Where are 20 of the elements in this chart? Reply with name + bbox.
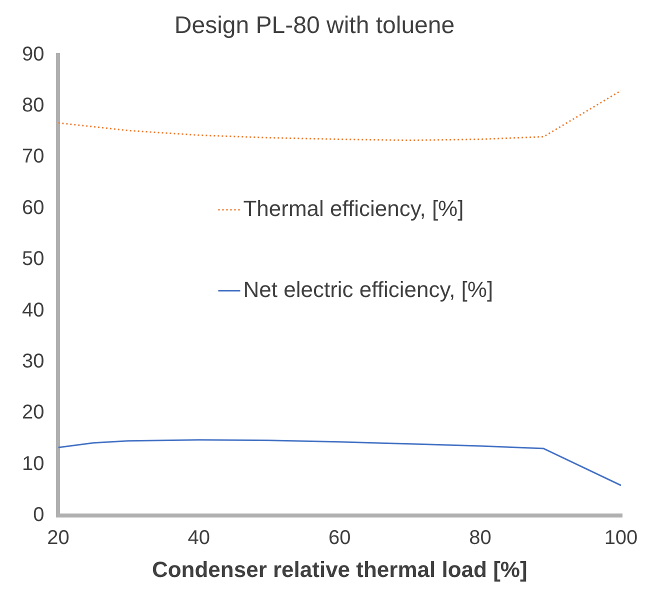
y-tick-label: 60 — [22, 196, 44, 219]
y-tick-label: 20 — [22, 402, 44, 424]
chart-title: Design PL-80 with toluene — [174, 12, 455, 40]
y-tick-label: 80 — [22, 94, 44, 117]
y-tick-label: 40 — [22, 299, 44, 322]
x-tick-label: 100 — [604, 527, 638, 550]
y-tick-label: 10 — [22, 452, 44, 475]
line-series — [58, 90, 621, 142]
y-tick-label: 0 — [33, 504, 44, 526]
y-tick-label: 50 — [22, 248, 44, 270]
x-tick-label: 60 — [328, 527, 351, 550]
legend-label: Net electric efficiency, [%] — [243, 276, 494, 302]
x-tick-label: 80 — [469, 527, 492, 550]
legend-label: Thermal efficiency, [%] — [243, 196, 464, 221]
y-tick-label: 70 — [22, 146, 44, 168]
x-tick-label: 20 — [47, 527, 70, 550]
x-axis-title: Condenser relative thermal load [%] — [152, 556, 528, 582]
x-tick-label: 40 — [188, 527, 210, 550]
y-tick-label: 30 — [22, 350, 44, 373]
y-tick-label: 90 — [22, 43, 44, 66]
